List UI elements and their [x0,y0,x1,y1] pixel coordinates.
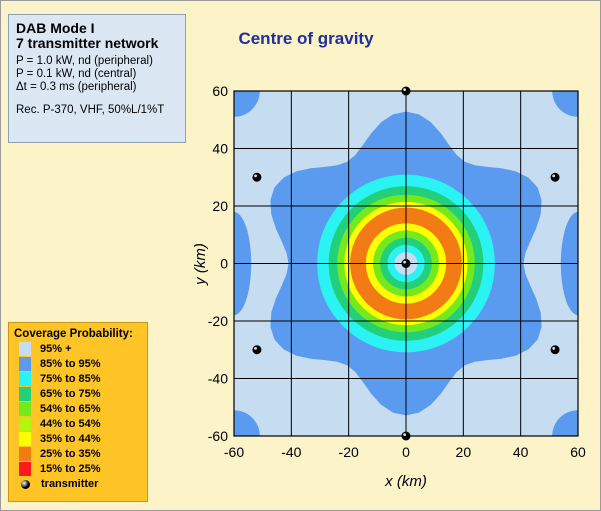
y-tick-label: -20 [208,313,228,329]
x-tick-label: 60 [570,444,586,460]
legend-label: 65% to 75% [40,387,101,400]
legend-item: 44% to 54% [14,416,147,432]
legend-label: 95% + [40,342,72,355]
y-tick-label: -40 [208,371,228,387]
legend-label: 85% to 95% [40,357,101,370]
x-tick-label: 0 [402,444,410,460]
legend-title: Coverage Probability: [14,328,133,340]
info-param-2: P = 0.1 kW, nd (central) [16,68,137,80]
legend-label: 15% to 25% [40,463,101,476]
transmitter-point [252,345,262,355]
legend-item: 54% to 65% [14,401,147,416]
legend-swatch [19,371,31,386]
legend-item: 65% to 75% [14,386,147,401]
legend-item: 95% + [14,341,147,356]
legend-swatch [19,447,31,462]
legend-swatch [19,341,31,356]
transmitter-point [550,345,560,355]
x-tick-label: -60 [224,444,244,460]
info-param-3: Δt = 0.3 ms (peripheral) [16,81,137,93]
legend-label: 54% to 65% [40,402,101,415]
y-tick-label: 20 [212,198,228,214]
info-param-1: P = 1.0 kW, nd (peripheral) [16,55,153,67]
legend-label: 25% to 35% [40,448,101,461]
legend-item-transmitter: transmitter [14,477,147,492]
y-tick-label: 0 [220,256,228,272]
legend-swatch [19,386,31,401]
x-tick-label: -40 [281,444,301,460]
x-axis-title: x (km) [384,473,427,490]
info-title-1: DAB Mode I [16,20,95,36]
legend-swatch [19,401,31,416]
legend-label: 75% to 85% [40,372,101,385]
transmitter-point [401,431,411,441]
transmitter-point [401,86,411,96]
y-tick-label: -60 [208,428,228,444]
legend-swatch [19,417,31,432]
x-tick-label: 40 [513,444,529,460]
legend-label: 44% to 54% [40,418,101,431]
legend-item: 25% to 35% [14,447,147,462]
legend-item: 75% to 85% [14,371,147,386]
chart-title: Centre of gravity [238,29,374,48]
legend: Coverage Probability: 95% + 85% to 95% 75%… [8,322,148,502]
coverage-area-corner [552,410,578,436]
info-title-2: 7 transmitter network [16,35,159,51]
y-tick-label: 40 [212,141,228,157]
transmitter-point [401,259,411,268]
transmitter-point [550,172,560,182]
x-tick-label: 20 [456,444,472,460]
info-box: DAB Mode I 7 transmitter network P = 1.0… [8,14,186,143]
legend-item: 15% to 25% [14,462,147,477]
legend-swatch [19,356,31,371]
coverage-area-corner [234,410,260,436]
legend-swatch [19,432,31,447]
legend-item: 35% to 44% [14,432,147,447]
x-tick-label: -20 [339,444,359,460]
legend-label-transmitter: transmitter [41,478,99,491]
coverage-area-corner [552,91,578,117]
transmitter-icon [21,479,30,489]
legend-item: 85% to 95% [14,356,147,371]
info-param-4: Rec. P-370, VHF, 50%L/1%T [16,104,165,116]
y-tick-label: 60 [212,83,228,99]
legend-label: 35% to 44% [40,433,101,446]
coverage-area-corner [234,91,260,117]
legend-swatch [19,462,31,477]
y-axis-title: y (km) [192,243,209,286]
transmitter-point [252,172,262,182]
